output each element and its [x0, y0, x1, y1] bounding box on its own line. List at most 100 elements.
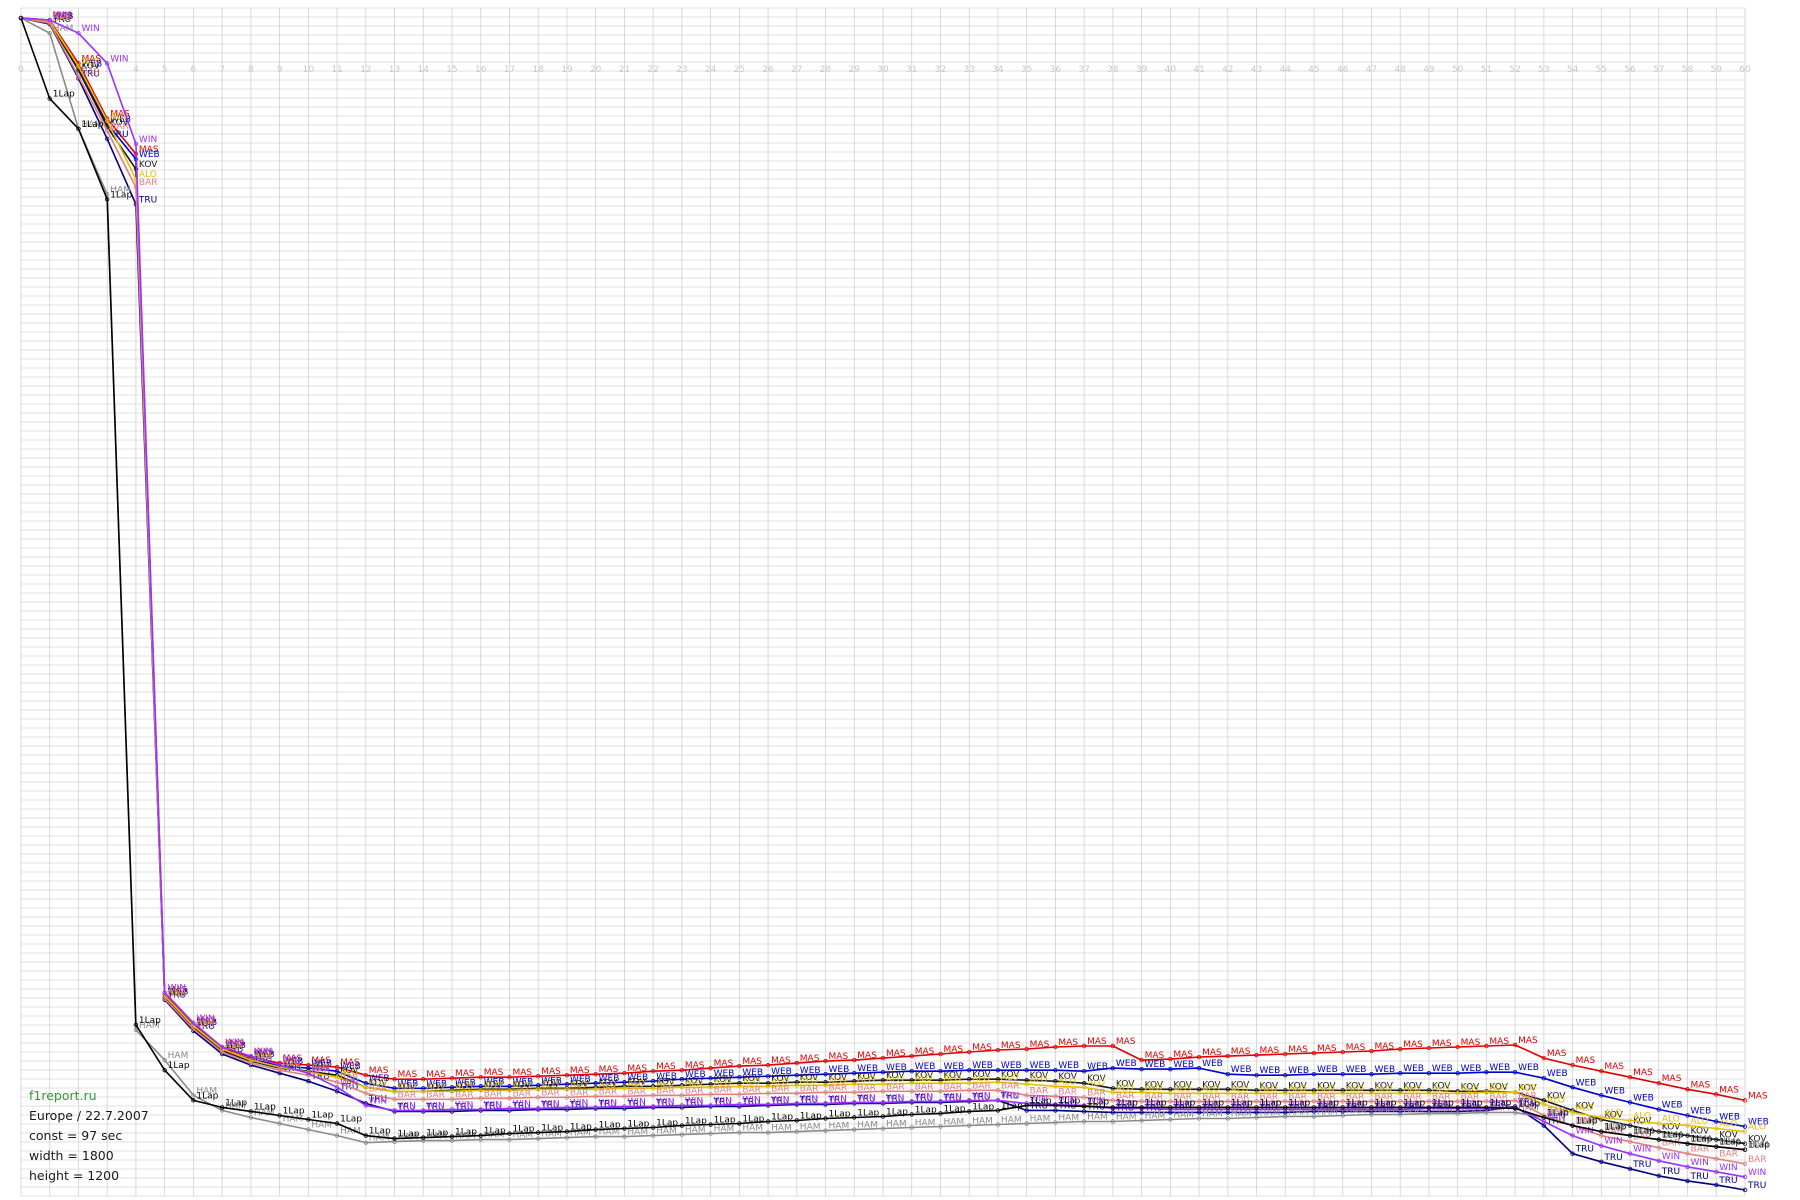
data-label: WEB: [81, 59, 102, 69]
data-point: [1742, 1098, 1748, 1103]
data-label: ALO: [512, 1081, 530, 1091]
data-label: MAS: [1604, 1062, 1624, 1072]
data-label: WEB: [110, 115, 131, 125]
data-point: [564, 1087, 570, 1092]
data-point: [219, 1049, 225, 1055]
data-label: KOV: [1719, 1131, 1738, 1141]
data-point: [1541, 1123, 1547, 1128]
data-point: [1024, 1046, 1029, 1052]
series-line-win: [20, 17, 1746, 1178]
x-tick-label: 3: [104, 65, 110, 75]
data-label: WIN: [1058, 1095, 1076, 1105]
data-point: [1053, 1079, 1058, 1084]
data-point: [794, 1101, 799, 1106]
data-point: [162, 1067, 167, 1073]
data-point: [967, 1081, 972, 1086]
x-tick-label: 26: [762, 65, 774, 75]
site-credit[interactable]: f1report.ru: [29, 1088, 97, 1103]
data-label: WIN: [1231, 1100, 1249, 1110]
data-label: 1Lap: [1260, 1098, 1282, 1108]
data-label: KOV: [1087, 1074, 1106, 1084]
data-point: [1311, 1099, 1317, 1104]
data-label: WIN: [1317, 1100, 1335, 1110]
data-label: HAM: [512, 1131, 533, 1141]
data-label: 1Lap: [1030, 1096, 1052, 1106]
data-label: BAR: [1662, 1139, 1681, 1149]
data-point: [737, 1074, 742, 1080]
x-tick-label: 27: [791, 65, 802, 75]
data-point: [1685, 1164, 1690, 1170]
data-point: [650, 1125, 656, 1130]
x-tick-label: 0: [18, 65, 24, 75]
data-point: [1627, 1074, 1633, 1080]
data-point: [1340, 1113, 1345, 1118]
data-label: BAR: [254, 1054, 273, 1064]
data-point: [277, 1062, 282, 1068]
data-point: [852, 1115, 857, 1120]
data-label: WEB: [1260, 1066, 1281, 1076]
data-point: [564, 1129, 570, 1134]
x-tick-label: 25: [734, 65, 745, 75]
data-label: MAS: [1260, 1046, 1280, 1056]
x-tick-label: 5: [162, 65, 168, 75]
data-point: [1254, 1052, 1259, 1058]
data-point: [1627, 1151, 1633, 1156]
data-label: KOV: [139, 160, 158, 170]
data-label: TRU: [856, 1094, 875, 1104]
data-label: WIN: [943, 1092, 961, 1102]
data-label: ALO: [139, 170, 157, 180]
data-label: WIN: [110, 54, 128, 64]
data-point: [478, 1074, 483, 1080]
data-point: [421, 1097, 426, 1102]
data-label: HAM: [283, 1115, 304, 1125]
data-point: [421, 1077, 426, 1082]
data-label: BAR: [1432, 1092, 1451, 1102]
data-label: 1Lap: [1374, 1098, 1396, 1108]
data-point: [449, 1138, 455, 1143]
data-label: ALO: [398, 1082, 416, 1092]
data-point: [104, 128, 110, 134]
data-point: [938, 1051, 943, 1057]
data-label: WIN: [1518, 1098, 1536, 1108]
data-point: [449, 1085, 455, 1090]
data-label: 1Lap: [943, 1104, 965, 1114]
data-point: [1714, 1092, 1719, 1097]
data-label: WIN: [1432, 1099, 1450, 1109]
data-point: [421, 1135, 426, 1140]
data-point: [794, 1083, 799, 1088]
data-point: [1512, 1106, 1518, 1111]
data-label: ALO: [455, 1082, 473, 1092]
data-label: HAM: [1691, 1135, 1712, 1145]
data-point: [248, 1109, 254, 1114]
data-point: [1656, 1158, 1661, 1163]
data-point: [104, 197, 110, 202]
data-point: [708, 1082, 713, 1087]
data-point: [392, 1089, 397, 1094]
data-point: [823, 1080, 828, 1085]
data-point: [1139, 1105, 1144, 1110]
data-point: [1053, 1103, 1058, 1108]
data-point: [1283, 1105, 1288, 1110]
data-point: [1742, 1129, 1748, 1134]
data-point: [104, 118, 110, 123]
data-label: 1Lap: [139, 1016, 161, 1026]
data-point: [1225, 1110, 1230, 1115]
data-point: [162, 996, 167, 1001]
data-label: KOV: [685, 1076, 704, 1086]
data-point: [679, 1077, 685, 1082]
data-label: ALO: [915, 1074, 933, 1084]
data-point: [622, 1086, 627, 1091]
data-label: HAM: [340, 1127, 361, 1137]
x-tick-label: 13: [389, 65, 400, 75]
x-tick-label: 51: [1481, 65, 1492, 75]
data-point: [938, 1068, 943, 1074]
data-label: WEB: [685, 1070, 706, 1080]
data-label: 1Lap: [1633, 1127, 1655, 1137]
data-point: [1110, 1043, 1116, 1049]
data-point: [1512, 1090, 1518, 1095]
data-point: [1311, 1071, 1317, 1077]
data-point: [1455, 1070, 1460, 1076]
data-label: KOV: [1403, 1081, 1422, 1091]
data-point: [1168, 1087, 1173, 1092]
data-label: WEB: [311, 1059, 332, 1069]
